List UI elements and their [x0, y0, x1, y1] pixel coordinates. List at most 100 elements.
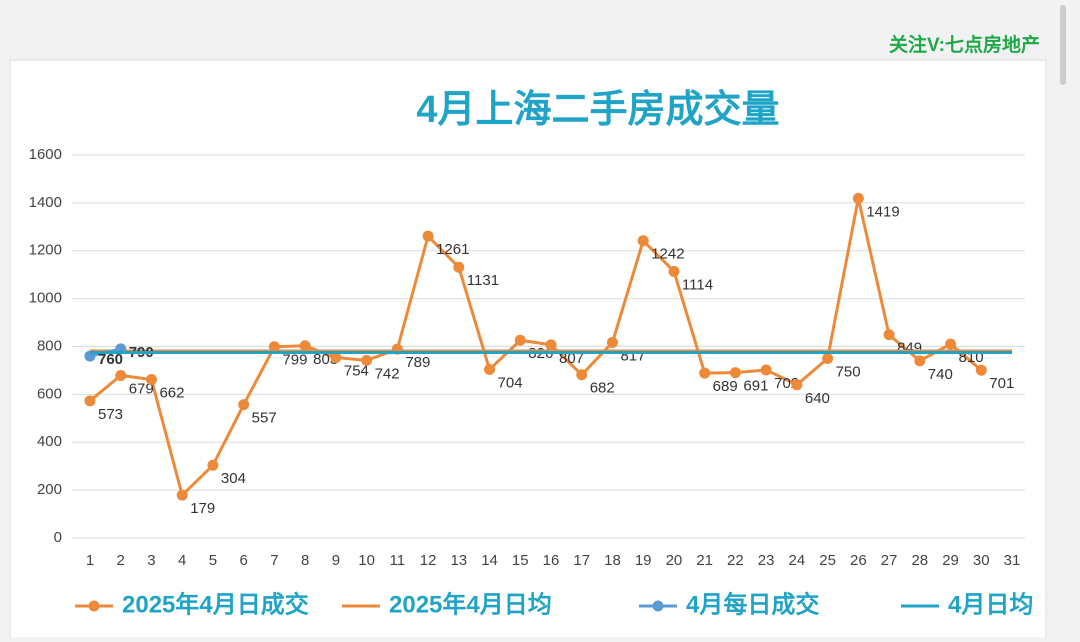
point	[975, 364, 987, 376]
point	[84, 395, 96, 407]
point	[545, 339, 557, 351]
value-label: 640	[805, 390, 830, 407]
x-tick-label: 9	[332, 552, 340, 569]
point	[299, 340, 311, 352]
x-tick-label: 17	[573, 552, 590, 569]
value-label: 807	[559, 350, 584, 367]
x-tick-label: 3	[147, 552, 155, 569]
value-label: 1261	[436, 241, 469, 258]
point	[176, 489, 188, 501]
x-tick-label: 19	[635, 552, 652, 569]
y-tick-label: 1400	[29, 194, 62, 211]
point	[945, 338, 957, 350]
value-label: 573	[98, 406, 123, 423]
legend-label: 4月日均	[948, 590, 1033, 618]
value-label: 689	[713, 378, 738, 395]
x-tick-label: 7	[270, 552, 278, 569]
x-tick-label: 12	[420, 552, 437, 569]
point	[361, 354, 373, 366]
value-label: 701	[989, 375, 1014, 392]
x-tick-label: 5	[209, 552, 217, 569]
value-label: 704	[498, 374, 523, 391]
point	[852, 192, 864, 204]
point	[760, 364, 772, 376]
point	[422, 230, 434, 242]
legend-label: 2025年4月日均	[389, 590, 552, 618]
value-label: 662	[159, 385, 184, 402]
point	[145, 374, 157, 386]
point	[729, 367, 741, 379]
point	[883, 329, 895, 341]
value-label: 1419	[866, 203, 899, 220]
point	[115, 369, 127, 381]
value-label: 691	[743, 378, 768, 395]
point	[576, 369, 588, 381]
y-tick-label: 0	[54, 529, 62, 546]
point	[330, 352, 342, 364]
x-tick-label: 14	[481, 552, 498, 569]
x-tick-label: 1	[86, 552, 94, 569]
value-label: 799	[282, 352, 307, 369]
y-tick-label: 1600	[29, 146, 62, 163]
x-tick-label: 6	[239, 552, 247, 569]
y-tick-label: 1200	[29, 242, 62, 259]
x-tick-label: 29	[942, 552, 959, 569]
x-tick-label: 21	[696, 552, 713, 569]
legend-label: 4月每日成交	[686, 590, 819, 618]
point	[484, 363, 496, 375]
point	[606, 336, 618, 348]
value-label: 304	[221, 470, 246, 487]
value-label: 754	[344, 362, 369, 379]
x-tick-label: 4	[178, 552, 186, 569]
x-tick-label: 27	[881, 552, 898, 569]
point	[699, 367, 711, 379]
x-tick-label: 26	[850, 552, 867, 569]
point	[514, 334, 526, 346]
x-tick-label: 30	[973, 552, 990, 569]
x-tick-label: 20	[666, 552, 683, 569]
value-label: 1114	[682, 276, 713, 293]
value-label: 760	[98, 351, 123, 368]
x-tick-label: 13	[450, 552, 467, 569]
value-label: 179	[190, 500, 215, 517]
scrollbar-track	[1058, 0, 1068, 637]
x-tick-label: 28	[911, 552, 928, 569]
x-tick-label: 15	[512, 552, 529, 569]
point	[822, 352, 834, 364]
x-tick-label: 25	[819, 552, 836, 569]
value-label: 789	[405, 354, 430, 371]
x-tick-label: 24	[789, 552, 806, 569]
legend-label: 2025年4月日成交	[122, 590, 309, 618]
y-tick-label: 600	[37, 385, 62, 402]
value-label: 740	[928, 366, 953, 383]
x-tick-label: 23	[758, 552, 775, 569]
value-label: 679	[129, 380, 154, 397]
x-tick-label: 8	[301, 552, 309, 569]
scrollbar-thumb[interactable]	[1060, 5, 1066, 85]
value-label: 1242	[651, 246, 684, 263]
watermark: 关注V:七点房地产	[889, 33, 1040, 56]
point	[637, 235, 649, 247]
point	[207, 459, 219, 471]
x-tick-label: 2	[117, 552, 125, 569]
value-label: 742	[375, 365, 400, 382]
value-label: 750	[836, 363, 861, 380]
series-line	[89, 197, 983, 499]
value-label: 1131	[467, 272, 499, 289]
y-tick-label: 800	[37, 337, 62, 354]
x-tick-label: 16	[543, 552, 560, 569]
y-tick-label: 200	[37, 481, 62, 498]
x-tick-label: 22	[727, 552, 744, 569]
point	[668, 265, 680, 277]
point	[238, 399, 250, 411]
chart-title: 4月上海二手房成交量	[416, 88, 779, 131]
x-tick-label: 18	[604, 552, 621, 569]
point	[268, 341, 280, 353]
legend-marker	[88, 600, 100, 612]
point	[791, 379, 803, 391]
legend-marker	[652, 600, 664, 612]
y-tick-label: 1000	[29, 290, 62, 307]
value-label: 849	[897, 340, 922, 357]
x-tick-label: 11	[390, 552, 406, 569]
